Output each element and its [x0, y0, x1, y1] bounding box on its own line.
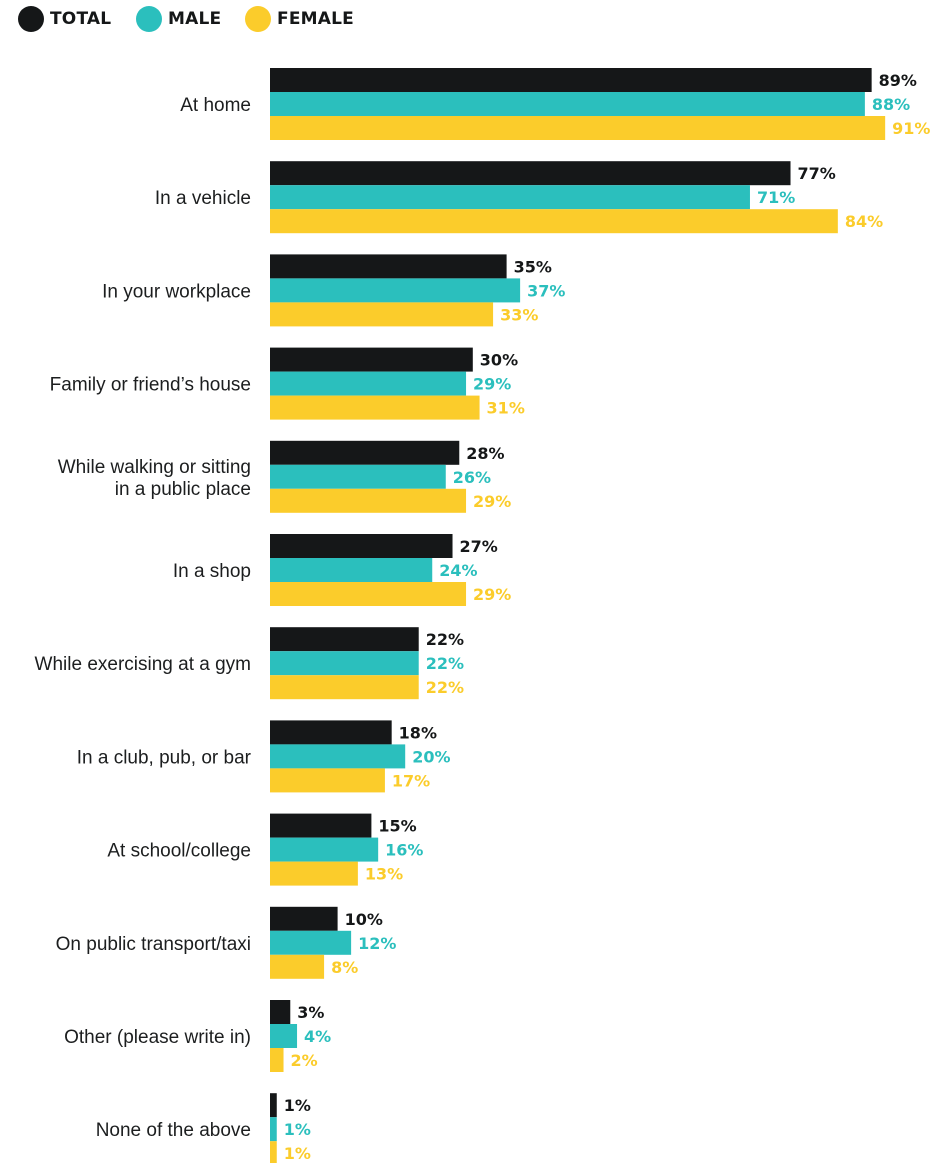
data-label-male: 24% — [439, 561, 477, 580]
data-label-total: 18% — [399, 723, 437, 742]
category-label: In a shop — [173, 561, 251, 582]
data-label-male: 22% — [426, 654, 464, 673]
bar-total — [270, 161, 791, 186]
data-label-male: 20% — [412, 747, 450, 766]
bar-male — [270, 278, 521, 303]
legend-item-female: FEMALE — [245, 6, 354, 32]
legend-swatch-male — [136, 6, 162, 32]
bar-total — [270, 1093, 277, 1118]
bar-female — [270, 954, 325, 979]
data-label-male: 88% — [872, 95, 910, 114]
data-label-female: 17% — [392, 771, 430, 790]
data-label-male: 16% — [385, 841, 423, 860]
data-label-male: 4% — [304, 1027, 331, 1046]
bar-total — [270, 720, 392, 745]
data-label-female: 1% — [284, 1144, 311, 1163]
category-label: In your workplace — [102, 281, 251, 302]
category-label: While walking or sitting in a public plac… — [58, 457, 251, 500]
data-label-total: 35% — [514, 257, 552, 276]
bar-total — [270, 347, 473, 372]
bar-male — [270, 930, 352, 955]
data-label-male: 37% — [527, 281, 565, 300]
bar-total — [270, 627, 419, 652]
bar-female — [270, 116, 886, 140]
bar-female — [270, 209, 838, 234]
data-label-male: 29% — [473, 375, 511, 394]
data-label-total: 10% — [345, 910, 383, 929]
data-label-total: 22% — [426, 630, 464, 649]
category-label: At school/college — [107, 841, 251, 862]
data-label-female: 91% — [892, 119, 930, 138]
category-label: Family or friend’s house — [50, 375, 251, 396]
data-label-total: 15% — [378, 817, 416, 836]
data-label-total: 30% — [480, 351, 518, 370]
data-label-female: 29% — [473, 585, 511, 604]
data-label-total: 1% — [284, 1096, 311, 1115]
data-label-male: 26% — [453, 468, 491, 487]
bar-male — [270, 744, 406, 769]
data-label-female: 29% — [473, 492, 511, 511]
bar-male — [270, 1024, 298, 1048]
legend-label-total: TOTAL — [50, 9, 112, 29]
bar-female — [270, 582, 467, 606]
category-label: Other (please write in) — [64, 1027, 251, 1048]
legend-swatch-female — [245, 6, 271, 32]
bar-total — [270, 440, 460, 465]
bar-total — [270, 906, 338, 931]
legend-swatch-total — [18, 6, 44, 32]
bar-male — [270, 1117, 277, 1142]
bar-male — [270, 92, 865, 116]
bar-female — [270, 395, 480, 420]
data-label-male: 12% — [358, 934, 396, 953]
bar-total — [270, 68, 872, 92]
bar-female — [270, 675, 419, 700]
bar-total — [270, 534, 453, 558]
category-label: On public transport/taxi — [56, 934, 251, 955]
data-label-total: 89% — [879, 71, 917, 90]
category-label: In a vehicle — [155, 188, 251, 209]
bar-total — [270, 813, 372, 838]
data-label-female: 8% — [331, 958, 358, 977]
bar-male — [270, 558, 433, 582]
bar-total — [270, 254, 507, 279]
data-label-female: 13% — [365, 865, 403, 884]
bar-female — [270, 768, 385, 793]
bar-male — [270, 185, 750, 210]
bar-total — [270, 1000, 291, 1024]
legend-label-female: FEMALE — [277, 9, 354, 29]
bar-male — [270, 651, 419, 676]
bar-male — [270, 464, 446, 489]
bar-female — [270, 488, 467, 513]
bar-female — [270, 861, 358, 886]
legend-item-male: MALE — [136, 6, 221, 32]
data-label-female: 22% — [426, 678, 464, 697]
category-label: While exercising at a gym — [35, 654, 251, 675]
data-label-total: 28% — [466, 444, 504, 463]
category-label: At home — [180, 95, 251, 116]
legend-item-total: TOTAL — [18, 6, 111, 32]
chart-legend: TOTAL MALE FEMALE — [0, 0, 949, 40]
bar-male — [270, 837, 379, 862]
data-label-female: 31% — [487, 399, 525, 418]
bar-female — [270, 1048, 284, 1072]
data-label-total: 3% — [297, 1003, 324, 1022]
bar-female — [270, 1141, 277, 1163]
data-label-total: 27% — [460, 537, 498, 556]
data-label-male: 1% — [284, 1120, 311, 1139]
legend-label-male: MALE — [168, 9, 222, 29]
bar-male — [270, 371, 467, 396]
data-label-female: 2% — [291, 1051, 318, 1070]
bar-female — [270, 302, 494, 327]
category-label: In a club, pub, or bar — [77, 747, 252, 768]
category-label: None of the above — [96, 1120, 251, 1141]
data-label-female: 84% — [845, 212, 883, 231]
data-label-male: 71% — [757, 188, 795, 207]
data-label-total: 77% — [798, 164, 836, 183]
data-label-female: 33% — [500, 305, 538, 324]
